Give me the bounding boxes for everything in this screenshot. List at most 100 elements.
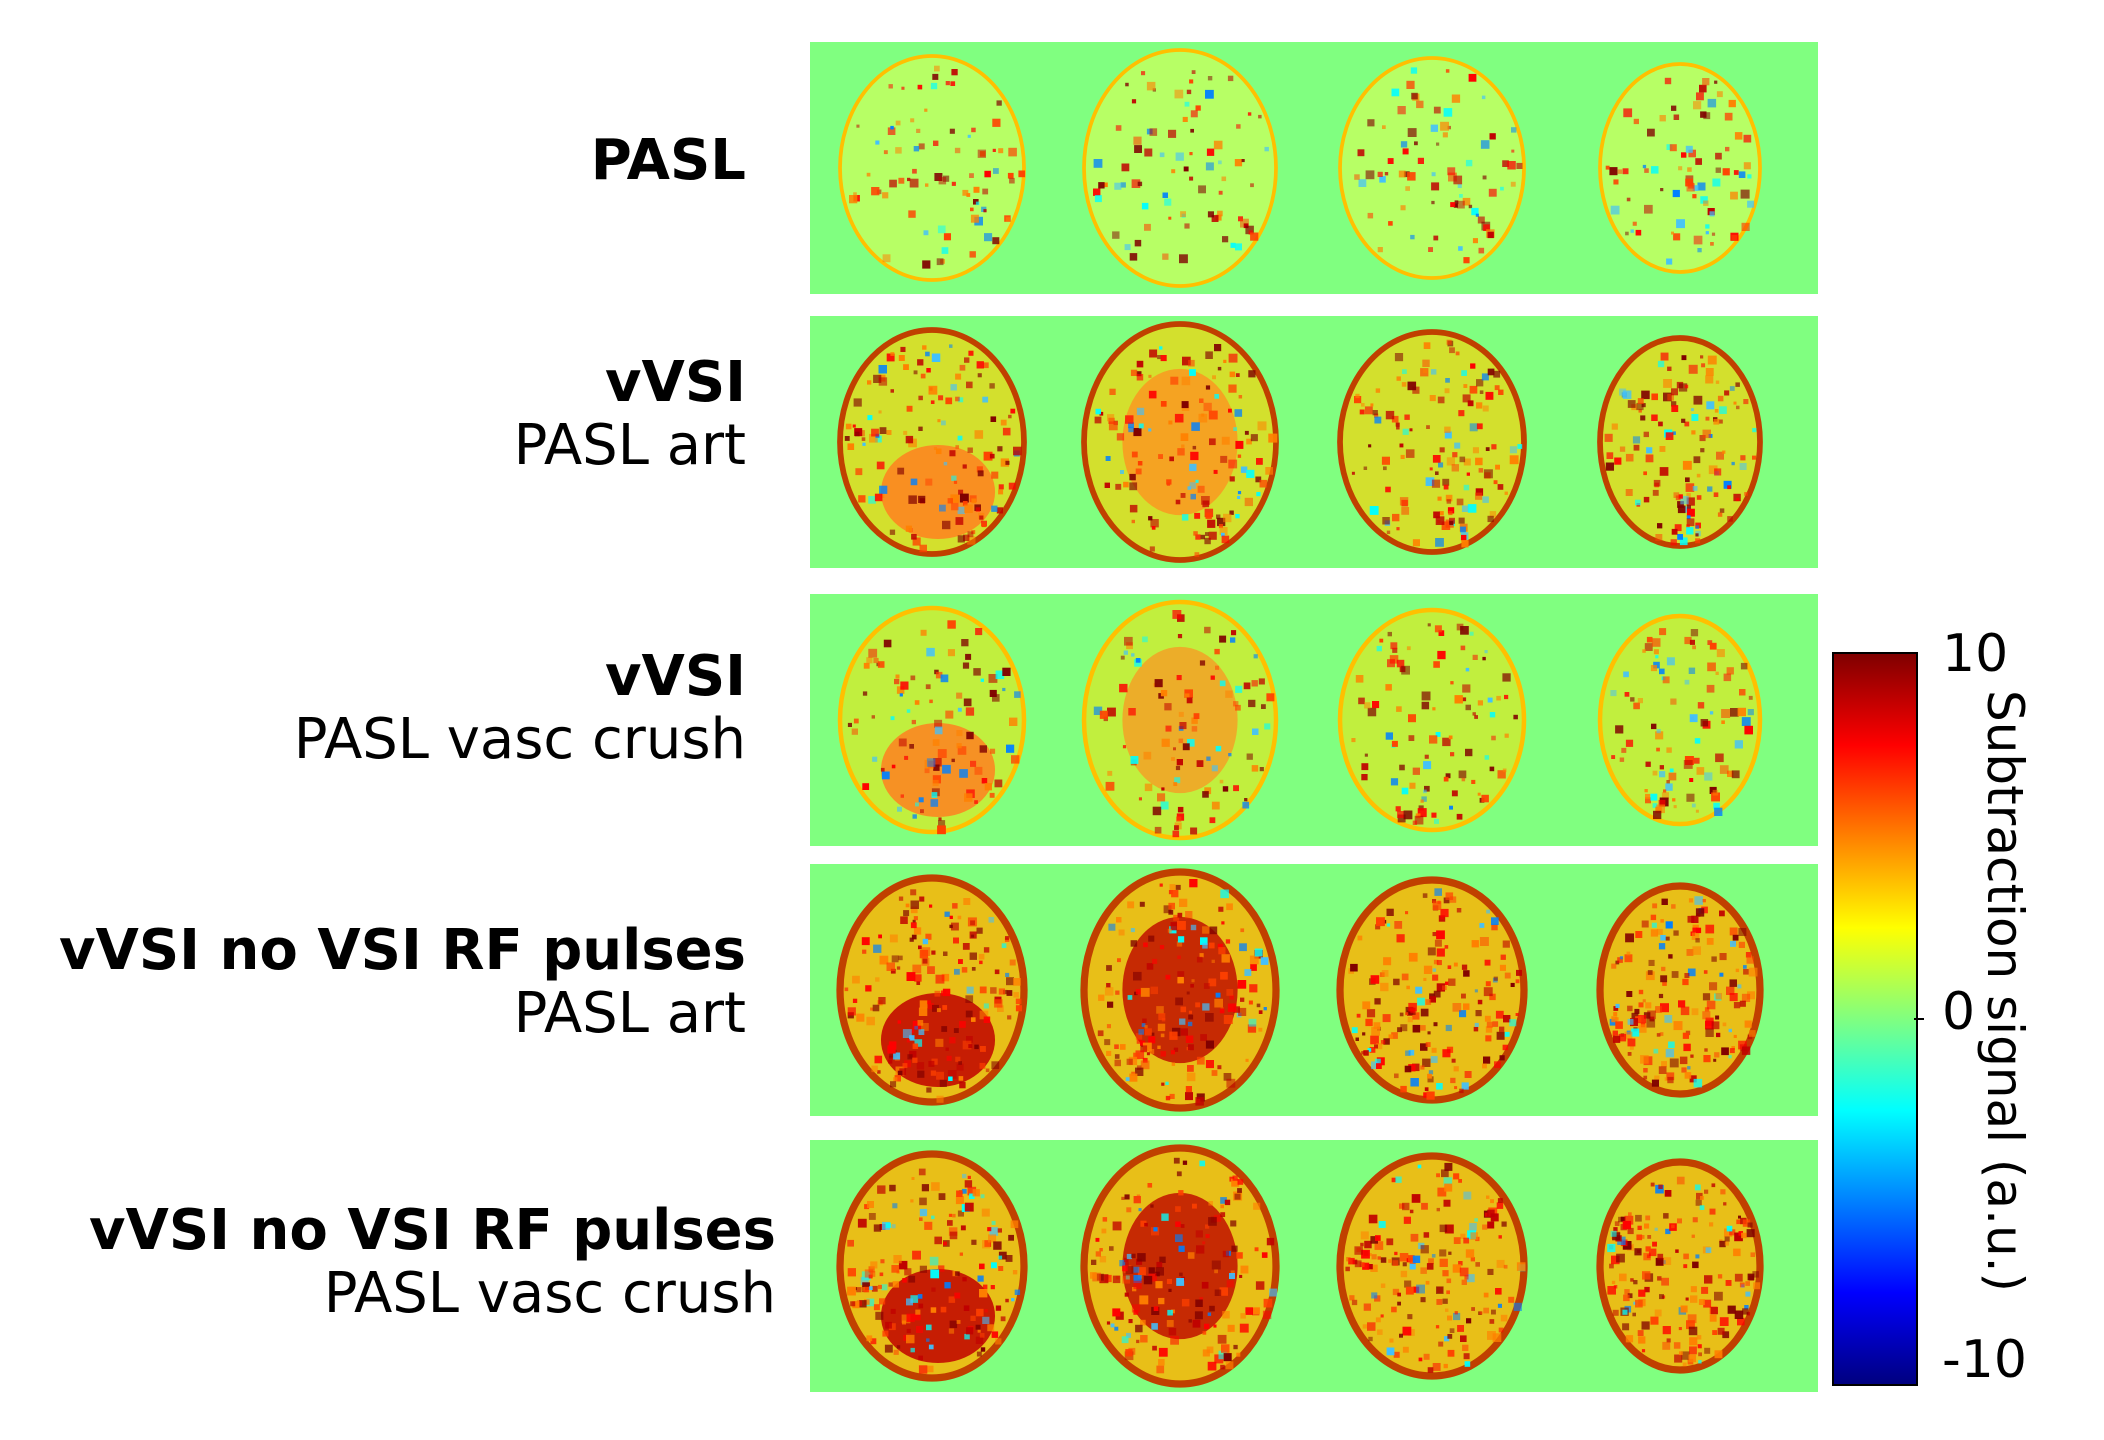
signal-speckle	[1407, 172, 1416, 181]
signal-speckle	[1447, 167, 1456, 176]
signal-speckle	[1189, 463, 1197, 472]
signal-speckle	[942, 764, 951, 774]
signal-speckle	[1463, 1237, 1470, 1244]
signal-speckle	[1189, 79, 1194, 84]
signal-speckle	[1679, 1351, 1683, 1356]
signal-speckle	[1735, 968, 1740, 973]
signal-speckle	[998, 1266, 1004, 1271]
signal-speckle	[1146, 81, 1156, 91]
signal-speckle	[1410, 67, 1418, 74]
signal-speckle	[1743, 162, 1751, 170]
signal-speckle	[1410, 1233, 1419, 1242]
signal-speckle	[1215, 665, 1220, 670]
signal-speckle	[1640, 415, 1646, 421]
signal-speckle	[951, 758, 955, 763]
signal-speckle	[933, 758, 942, 767]
brain-slice-1	[836, 1150, 1028, 1382]
signal-speckle	[1684, 636, 1692, 645]
signal-speckle	[1654, 1227, 1658, 1231]
signal-speckle	[1177, 976, 1184, 984]
signal-speckle	[1611, 1016, 1618, 1023]
signal-speckle	[1119, 1044, 1126, 1050]
signal-speckle	[1645, 1002, 1652, 1009]
signal-speckle	[963, 698, 972, 707]
signal-speckle	[1383, 957, 1392, 966]
brain-slice-3	[1336, 876, 1528, 1104]
signal-speckle	[1627, 1052, 1632, 1056]
signal-speckle	[871, 428, 879, 437]
signal-speckle	[1362, 1001, 1371, 1010]
signal-speckle	[1244, 798, 1248, 802]
signal-speckle	[1448, 978, 1456, 986]
signal-speckle	[1690, 629, 1699, 637]
signal-speckle	[1156, 1261, 1163, 1268]
signal-speckle	[1722, 450, 1726, 454]
signal-speckle	[1691, 414, 1699, 421]
signal-speckle	[1191, 70, 1196, 74]
signal-speckle	[1674, 1354, 1683, 1363]
signal-speckle	[1194, 552, 1200, 557]
signal-speckle	[856, 124, 860, 128]
signal-speckle	[1655, 1006, 1662, 1013]
signal-speckle	[1124, 244, 1131, 251]
signal-speckle	[1653, 649, 1659, 655]
signal-speckle	[1370, 1035, 1379, 1045]
signal-speckle	[1370, 1264, 1378, 1272]
signal-speckle	[1405, 449, 1415, 458]
signal-speckle	[1689, 1346, 1697, 1355]
signal-speckle	[869, 433, 878, 443]
signal-speckle	[1733, 1248, 1741, 1257]
signal-speckle	[1494, 1061, 1501, 1069]
signal-speckle	[1440, 121, 1449, 131]
signal-speckle	[871, 715, 875, 719]
signal-speckle	[1354, 396, 1362, 404]
signal-speckle	[962, 189, 969, 196]
signal-speckle	[1189, 879, 1198, 888]
signal-speckle	[868, 648, 878, 658]
signal-speckle	[1692, 486, 1698, 491]
signal-speckle	[1208, 531, 1217, 540]
signal-speckle	[1423, 977, 1427, 981]
signal-speckle	[1663, 379, 1672, 388]
signal-speckle	[1463, 1353, 1470, 1360]
signal-speckle	[1185, 1092, 1193, 1101]
signal-speckle	[1482, 1063, 1487, 1069]
signal-speckle	[903, 910, 910, 917]
signal-speckle	[1489, 993, 1496, 1001]
signal-speckle	[906, 1298, 913, 1306]
signal-speckle	[1471, 940, 1479, 948]
signal-speckle	[1644, 643, 1653, 651]
signal-speckle	[1619, 1273, 1627, 1282]
signal-speckle	[951, 69, 958, 76]
signal-speckle	[948, 1227, 958, 1236]
signal-speckle	[890, 1081, 897, 1088]
signal-speckle	[1700, 355, 1704, 359]
signal-speckle	[1737, 984, 1742, 989]
signal-speckle	[1614, 457, 1622, 465]
signal-speckle	[1422, 893, 1428, 898]
signal-speckle	[908, 210, 916, 218]
signal-speckle	[1140, 1335, 1148, 1343]
signal-speckle	[979, 1010, 989, 1020]
signal-speckle	[1722, 1331, 1730, 1339]
signal-speckle	[1240, 466, 1248, 473]
cerebellum-region	[880, 444, 996, 540]
signal-speckle	[1440, 908, 1449, 918]
signal-speckle	[875, 140, 880, 145]
signal-speckle	[1402, 369, 1407, 374]
signal-speckle	[1202, 791, 1209, 798]
signal-speckle	[964, 1333, 970, 1340]
signal-speckle	[1689, 639, 1695, 645]
signal-speckle	[1107, 414, 1115, 422]
signal-speckle	[1447, 1334, 1453, 1339]
signal-speckle	[1220, 1007, 1224, 1011]
signal-speckle	[1724, 1241, 1729, 1246]
signal-speckle	[1729, 993, 1738, 1002]
signal-speckle	[1624, 1031, 1633, 1040]
signal-speckle	[980, 1194, 985, 1199]
signal-speckle	[1005, 1255, 1013, 1262]
signal-speckle	[1655, 731, 1664, 740]
signal-speckle	[1401, 382, 1407, 387]
signal-speckle	[983, 1016, 991, 1023]
signal-speckle	[1662, 981, 1667, 986]
